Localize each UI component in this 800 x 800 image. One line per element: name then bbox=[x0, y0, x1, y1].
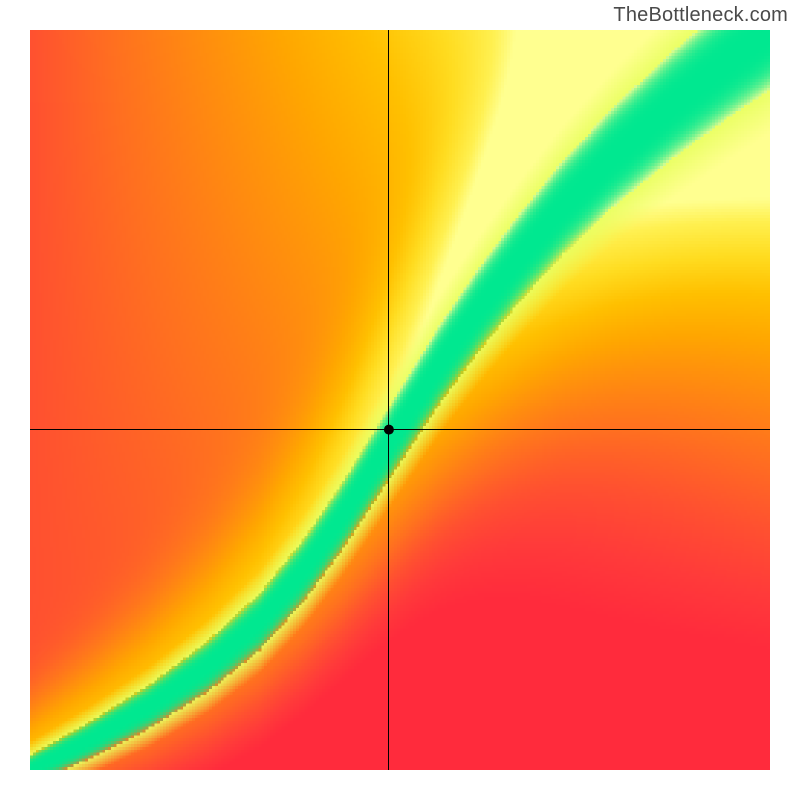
crosshair-vertical bbox=[388, 30, 389, 770]
image-root: TheBottleneck.com bbox=[0, 0, 800, 800]
heatmap-plot bbox=[30, 30, 770, 770]
watermark-text: TheBottleneck.com bbox=[613, 4, 788, 27]
crosshair-horizontal bbox=[30, 429, 770, 430]
heatmap-canvas bbox=[30, 30, 770, 770]
